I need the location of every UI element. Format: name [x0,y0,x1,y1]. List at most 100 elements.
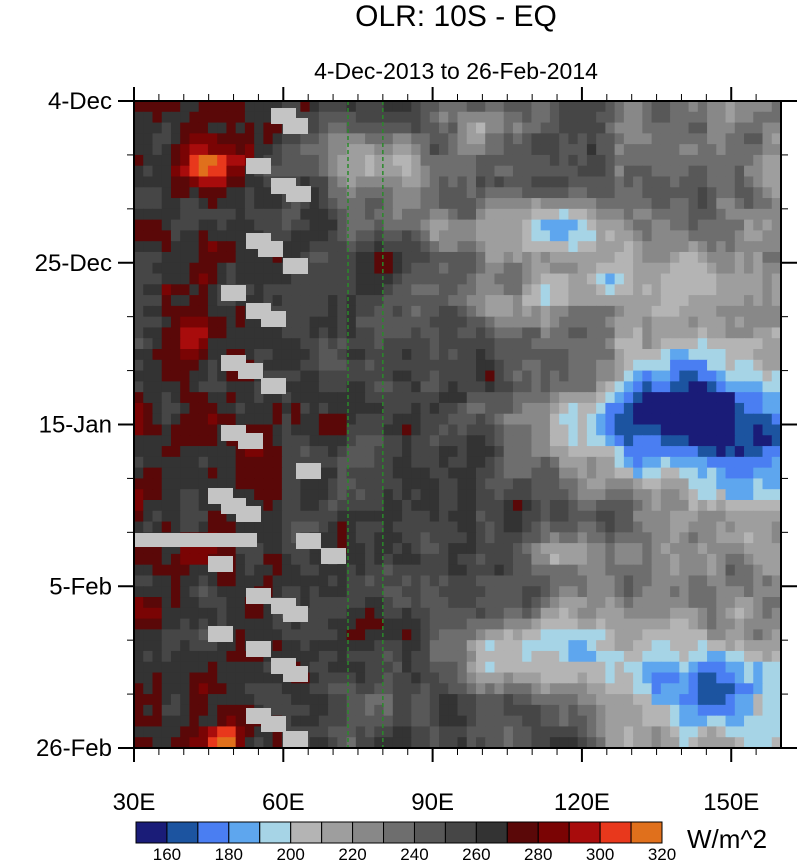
field-cell [383,198,394,210]
field-cell [771,521,781,533]
field-cell [670,349,680,361]
field-cell [522,338,533,350]
field-cell [512,176,523,188]
field-cell [522,553,533,566]
field-cell [697,111,708,124]
field-cell [374,230,385,242]
field-cell [198,607,209,620]
field-cell [291,694,301,706]
field-cell [263,338,274,350]
field-cell [697,165,708,178]
field-cell [235,241,246,253]
field-cell [281,230,292,242]
field-cell [355,510,366,523]
field-cell [346,101,357,113]
field-cell [771,392,781,404]
field-cell [134,165,144,178]
field-cell [633,122,643,134]
field-cell [568,208,579,221]
field-cell [614,316,625,329]
field-cell [494,295,505,307]
field-cell [540,230,551,242]
field-cell [383,305,394,318]
field-cell [152,284,163,296]
field-cell [355,133,366,145]
field-cell [281,683,292,695]
colorbar-label: 300 [586,845,614,863]
field-cell [346,413,357,426]
field-cell [355,111,366,124]
field-cell [512,478,523,490]
field-cell [577,672,588,684]
field-cell [402,316,412,329]
field-cell [512,359,523,372]
field-cell [633,510,643,523]
field-cell [688,553,699,566]
field-cell [235,381,246,393]
field-cell [448,737,459,748]
field-cell [328,413,338,426]
field-cell [716,208,727,221]
field-cell [623,208,634,221]
field-cell [660,543,671,555]
field-cell [291,144,301,156]
field-cell [707,370,717,382]
field-cell [411,122,422,134]
colorbar-swatch [568,821,601,844]
field-cell [642,122,653,134]
field-cell [337,295,348,307]
field-cell [549,435,560,447]
field-cell [531,370,542,382]
field-cell [328,241,338,253]
field-cell [522,327,533,339]
field-cell [494,607,505,620]
field-cell [457,101,468,113]
field-cell [475,392,486,404]
field-cell [346,489,357,501]
field-cell [716,467,727,480]
field-cell [522,381,533,393]
field-cell [670,661,680,674]
field-cell [651,133,662,145]
field-cell [291,683,301,695]
field-cell [660,295,671,307]
field-cell [161,640,172,652]
field-cell [753,715,764,728]
field-cell [614,165,625,178]
field-cell [762,273,773,285]
field-cell [198,661,209,674]
field-cell [485,122,496,134]
field-cell [374,338,385,350]
field-cell [596,251,606,264]
field-cell [660,629,671,641]
field-cell [134,737,144,748]
field-cell [716,650,727,663]
field-cell [744,726,754,738]
field-cell [309,704,320,717]
field-cell [716,575,727,587]
field-cell [651,316,662,329]
field-cell [605,316,616,329]
field-cell [771,467,781,480]
field-cell [679,392,690,404]
field-cell [254,295,264,307]
field-cell [300,284,311,296]
field-cell [559,122,570,134]
field-cell [596,176,606,188]
field-cell [716,597,727,609]
field-cell [161,607,172,620]
field-cell [309,101,320,113]
field-cell [577,618,588,630]
field-cell [457,597,468,609]
field-cell [309,726,320,738]
field-cell [614,737,625,748]
field-cell [651,273,662,285]
field-cell [318,284,329,296]
colorbar-label: 240 [400,845,428,863]
field-cell [254,629,264,641]
field-cell [318,262,329,275]
field-cell [633,446,643,458]
field-cell [272,295,283,307]
field-cell [170,618,181,630]
field-cell [586,295,597,307]
